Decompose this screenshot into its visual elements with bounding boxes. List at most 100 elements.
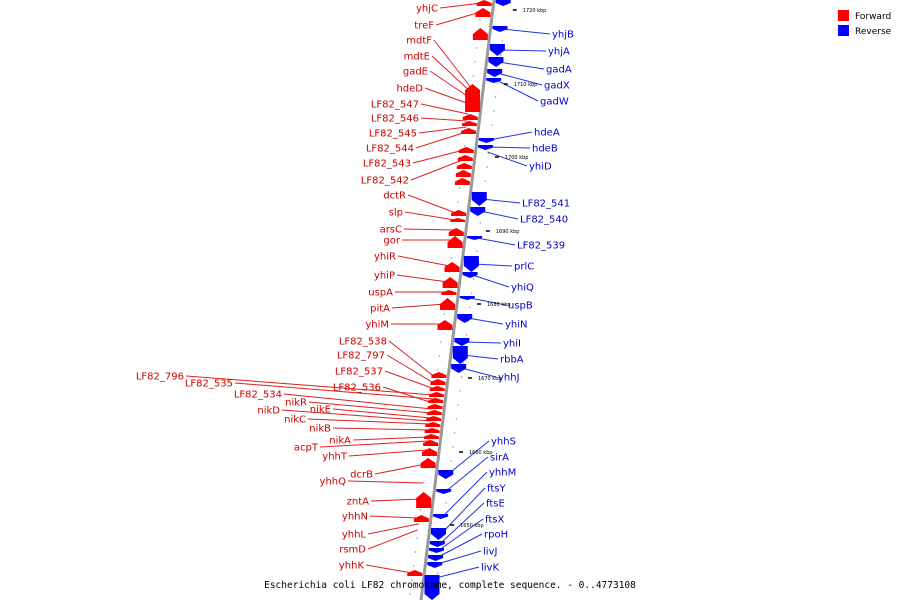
gene-label: LF82_543 xyxy=(363,159,411,170)
gene-label: yhiD xyxy=(529,162,552,173)
gene-label: nikE xyxy=(310,405,331,416)
gene-label: yhiP xyxy=(374,271,395,282)
leader-line xyxy=(499,49,547,52)
reverse-gene xyxy=(470,207,486,216)
gene-label: gadX xyxy=(544,81,570,92)
gene-label: gadA xyxy=(546,65,572,76)
reverse-gene xyxy=(436,489,452,494)
gene-label: dcrB xyxy=(350,470,373,481)
forward-gene xyxy=(437,320,453,330)
gene-label: zntA xyxy=(347,497,370,508)
gene-label: rsmD xyxy=(339,545,366,556)
gene-label: yhhL xyxy=(342,530,367,541)
leader-line xyxy=(332,427,430,431)
gene-label: LF82_544 xyxy=(366,144,414,155)
gene-label: LF82_797 xyxy=(337,351,385,362)
leader-line xyxy=(347,480,424,484)
gene-label: pitA xyxy=(370,304,390,315)
leader-line xyxy=(185,375,434,396)
forward-gene xyxy=(426,416,442,421)
leader-line xyxy=(502,28,551,35)
leader-line xyxy=(461,367,497,378)
leader-line xyxy=(487,151,528,167)
forward-gene xyxy=(423,440,439,446)
reverse-gene xyxy=(459,296,475,300)
gene-label: ftsX xyxy=(485,515,504,526)
gene-label: sirA xyxy=(490,453,509,464)
gene-label: uspA xyxy=(368,288,393,299)
leader-line xyxy=(420,103,469,115)
forward-gene xyxy=(427,404,443,409)
reverse-gene xyxy=(429,548,445,553)
tick-label: 1700 kbp xyxy=(505,155,529,161)
leader-line xyxy=(447,440,490,475)
leader-line xyxy=(374,463,426,475)
leader-line xyxy=(367,523,419,535)
leader-line xyxy=(308,401,432,414)
tick-label: 1650 kbp xyxy=(460,523,484,529)
reverse-gene xyxy=(486,78,502,83)
leader-line xyxy=(496,79,539,102)
leader-line xyxy=(404,211,456,221)
forward-gene xyxy=(458,147,474,153)
leader-line xyxy=(437,550,482,565)
gene-label: yhhT xyxy=(322,452,348,463)
gene-label: LF82_534 xyxy=(234,390,282,401)
reverse-gene xyxy=(471,192,487,206)
tick-label: 1690 kbp xyxy=(496,229,520,235)
gene-label: rpoH xyxy=(484,530,508,541)
reverse-gene xyxy=(478,138,494,143)
forward-gene xyxy=(431,372,447,378)
forward-gene xyxy=(451,210,467,216)
forward-gene xyxy=(444,262,460,272)
forward-gene xyxy=(448,228,464,236)
forward-gene xyxy=(413,515,429,522)
forward-gene xyxy=(425,422,441,427)
leader-line xyxy=(473,263,513,267)
gene-label: hdeB xyxy=(532,144,558,155)
chromosome-backbone xyxy=(419,0,496,600)
gene-label: LF82_542 xyxy=(361,176,409,187)
reverse-gene xyxy=(451,364,467,373)
forward-gene xyxy=(465,84,481,112)
gene-labels: yhjC treF mdtF mdtE gadE hdeD LF82_547 LF82_546… xyxy=(136,4,574,574)
forward-gene xyxy=(476,0,492,6)
gene-label: prlC xyxy=(514,262,534,273)
gene-label: LF82_536 xyxy=(333,383,381,394)
forward-gene xyxy=(429,386,445,391)
forward-gene xyxy=(428,398,444,403)
forward-gene xyxy=(441,290,457,295)
reverse-gene xyxy=(495,0,511,6)
leader-line xyxy=(365,564,413,574)
gene-label: yhjC xyxy=(416,4,438,15)
forward-gene xyxy=(457,155,473,161)
leader-line xyxy=(439,502,485,545)
forward-gene xyxy=(421,448,437,456)
leader-line xyxy=(382,386,434,404)
gene-label: livK xyxy=(481,563,499,574)
gene-label: ftsY xyxy=(487,484,506,495)
leader-line xyxy=(415,131,467,149)
forward-gene xyxy=(426,410,442,415)
gene-label: hdeA xyxy=(534,128,560,139)
gene-label: LF82_541 xyxy=(522,199,570,210)
gene-label: LF82_546 xyxy=(371,114,419,125)
reverse-gene xyxy=(433,514,449,519)
reverse-gene xyxy=(489,44,505,56)
forward-gene xyxy=(430,379,446,385)
leader-line xyxy=(472,274,510,288)
leader-line xyxy=(384,370,435,390)
gene-label: yhhN xyxy=(342,512,368,523)
gene-label: yhiN xyxy=(505,320,528,331)
forward-gene xyxy=(420,458,436,468)
leader-line xyxy=(348,449,428,457)
leader-line xyxy=(464,341,502,344)
forward-gene xyxy=(440,298,456,310)
reverse-gene xyxy=(431,528,447,540)
forward-gene xyxy=(454,178,470,185)
gene-label: rbbA xyxy=(500,355,524,366)
leader-line xyxy=(332,408,432,419)
leader-line xyxy=(433,39,472,89)
forward-gene xyxy=(475,8,491,17)
gene-label: mdtE xyxy=(404,52,430,63)
